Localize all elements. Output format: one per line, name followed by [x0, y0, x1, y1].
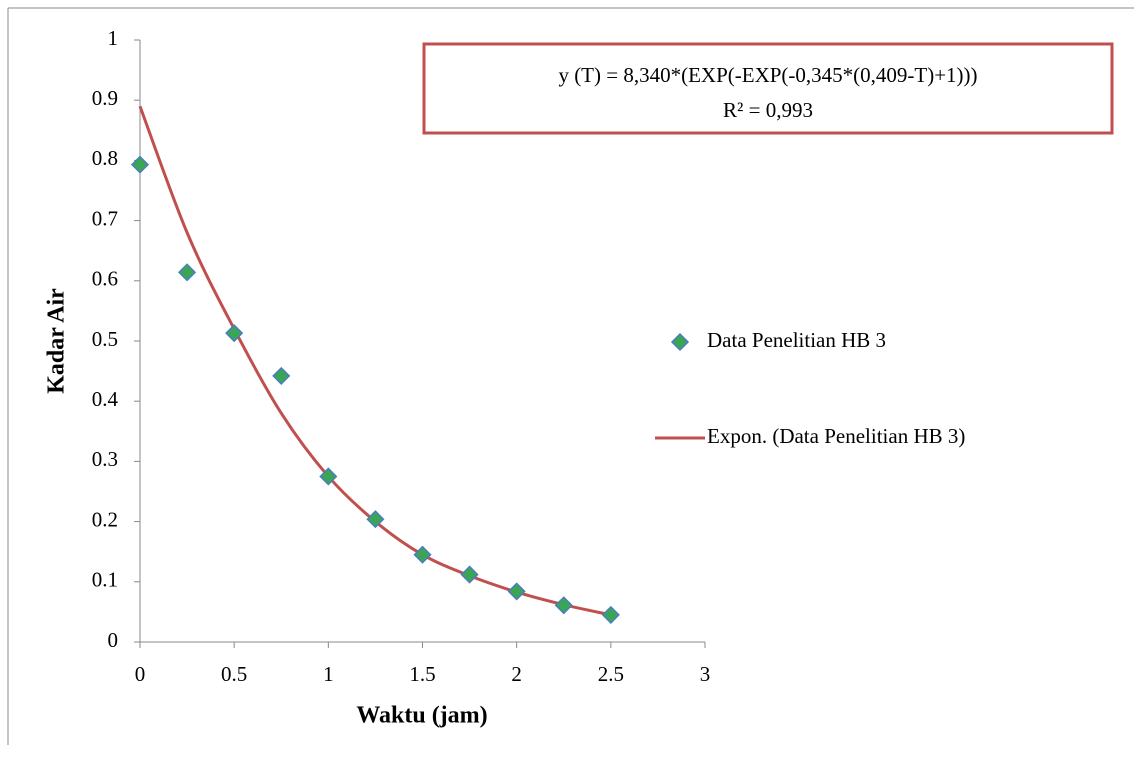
data-point — [413, 545, 432, 564]
y-axis-title: Kadar Air — [44, 288, 70, 394]
r-squared: R² = 0,993 — [723, 98, 813, 122]
data-point — [366, 510, 385, 529]
y-tick-label: 0.6 — [92, 267, 118, 291]
equation: y (T) = 8,340*(EXP(-EXP(-0,345*(0,409-T)… — [558, 63, 977, 87]
y-tick-label: 0.1 — [92, 568, 118, 592]
x-tick-label: 2.5 — [598, 662, 624, 686]
y-tick-label: 0.4 — [92, 387, 119, 411]
legend-label: Data Penelitian HB 3 — [707, 328, 886, 352]
data-point — [225, 324, 244, 343]
data-point — [601, 605, 620, 624]
data-point — [554, 596, 573, 615]
legend-label: Expon. (Data Penelitian HB 3) — [707, 424, 965, 448]
x-tick-label: 0 — [135, 662, 146, 686]
data-point — [319, 467, 338, 486]
data-point — [272, 366, 291, 385]
data-point — [130, 155, 150, 174]
y-tick-label: 1 — [108, 26, 119, 50]
y-tick-label: 0.3 — [92, 447, 118, 471]
y-tick-label: 0 — [108, 628, 119, 652]
x-tick-label: 0.5 — [221, 662, 247, 686]
data-point — [178, 263, 197, 282]
y-tick-label: 0.8 — [92, 146, 118, 170]
x-tick-label: 1 — [323, 662, 334, 686]
x-axis-title: Waktu (jam) — [356, 703, 487, 729]
y-tick-label: 0.9 — [92, 86, 118, 110]
y-tick-label: 0.7 — [92, 206, 118, 230]
data-point — [460, 565, 479, 584]
data-point — [507, 582, 526, 601]
x-tick-label: 1.5 — [409, 662, 435, 686]
trend-line — [138, 105, 612, 617]
x-tick-label: 3 — [700, 662, 711, 686]
y-tick-label: 0.2 — [92, 507, 118, 531]
legend-marker — [670, 332, 690, 352]
equation-box — [422, 42, 1114, 135]
x-tick-label: 2 — [511, 662, 522, 686]
y-tick-label: 0.5 — [92, 327, 118, 351]
